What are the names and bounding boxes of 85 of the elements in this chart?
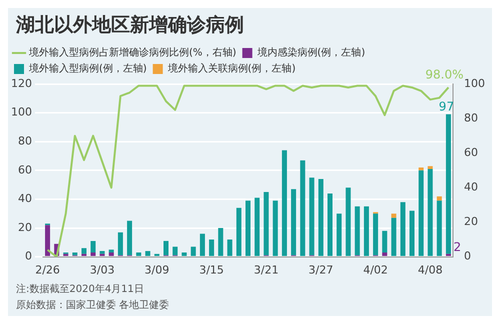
bar (391, 218, 396, 256)
y2-tick-label: 80 (464, 111, 478, 124)
bar (446, 254, 451, 256)
bar (418, 170, 424, 256)
chart-title: 湖北以外地区新增确诊病例 (14, 13, 245, 38)
y-tick-label: 120 (10, 76, 32, 90)
bar (446, 114, 451, 254)
data-label: 2 (453, 240, 462, 254)
bar (127, 220, 132, 256)
bar (81, 248, 86, 254)
legend-label: 境外输入型病例占新增确诊病例比例(%，右轴) (28, 46, 236, 59)
bar (346, 188, 351, 256)
bar (182, 252, 187, 256)
bar (100, 251, 105, 254)
bar (154, 254, 160, 256)
bar (236, 208, 242, 256)
bar (336, 214, 342, 256)
bar (436, 200, 442, 256)
bar (318, 179, 324, 256)
bar (400, 202, 406, 256)
bar (245, 200, 251, 256)
x-tick-label: 3/03 (90, 263, 115, 276)
bar (254, 198, 260, 256)
bar (291, 189, 296, 256)
text: 注:数据截至2020年4月11日 (16, 282, 144, 296)
bar (108, 250, 114, 252)
bar (163, 240, 169, 256)
bar (200, 234, 205, 256)
y-tick-label: 40 (18, 192, 32, 206)
bar (327, 193, 333, 256)
x-tick-label: 3/09 (144, 263, 170, 276)
bar (218, 228, 224, 256)
bar (209, 240, 214, 256)
y2-tick-label: 0 (464, 250, 472, 263)
y-tick-label: 60 (18, 163, 32, 176)
y2-tick-label: 20 (464, 215, 478, 228)
bar (428, 168, 433, 256)
y2-tick-label: 40 (464, 180, 478, 194)
x-tick-label: 4/08 (418, 263, 443, 276)
legend-label: 境外输入关联病例(例，左轴) (166, 62, 296, 75)
y-tick-label: 20 (18, 220, 32, 234)
bar (364, 206, 369, 256)
bar (172, 246, 178, 256)
bar (145, 251, 150, 256)
text: 原始数据：国家卫健委 各地卫健委 (16, 298, 170, 312)
bar (63, 254, 68, 256)
data-label: 98.0% (425, 68, 464, 82)
x-tick-label: 2/26 (35, 263, 60, 276)
bar (436, 196, 442, 201)
bar (373, 214, 378, 256)
bar (382, 252, 388, 256)
bar (118, 232, 123, 256)
bar (272, 200, 278, 256)
bar (227, 240, 232, 256)
x-tick-label: 3/21 (254, 263, 279, 276)
bar (410, 210, 415, 256)
bar (382, 230, 388, 252)
x-tick-label: 4/02 (363, 263, 388, 276)
legend-label: 境内感染病例(例，左轴) (256, 46, 366, 59)
bar (136, 252, 142, 256)
bar (264, 192, 269, 256)
bar (300, 160, 306, 256)
bar (428, 166, 433, 169)
bar (72, 252, 78, 256)
y2-tick-label: 100 (464, 76, 486, 90)
bar (81, 254, 86, 256)
bar (90, 252, 96, 256)
bar (309, 178, 314, 256)
y2-tick-label: 60 (464, 146, 478, 159)
y-tick-label: 0 (24, 250, 32, 263)
bar (100, 254, 105, 256)
y-tick-label: 100 (10, 106, 32, 119)
data-label: 97 (438, 99, 454, 114)
bar (354, 206, 360, 256)
bar (391, 214, 396, 218)
bar (190, 246, 196, 256)
x-tick-label: 3/27 (308, 263, 334, 276)
bar (282, 150, 287, 256)
y-tick-label: 80 (18, 134, 32, 148)
bar (90, 240, 96, 252)
bar (45, 225, 50, 256)
legend-label: 境外输入型病例(例，左轴) (28, 62, 147, 75)
bar (418, 168, 424, 170)
bar (108, 252, 114, 256)
x-tick-label: 3/15 (199, 263, 224, 276)
